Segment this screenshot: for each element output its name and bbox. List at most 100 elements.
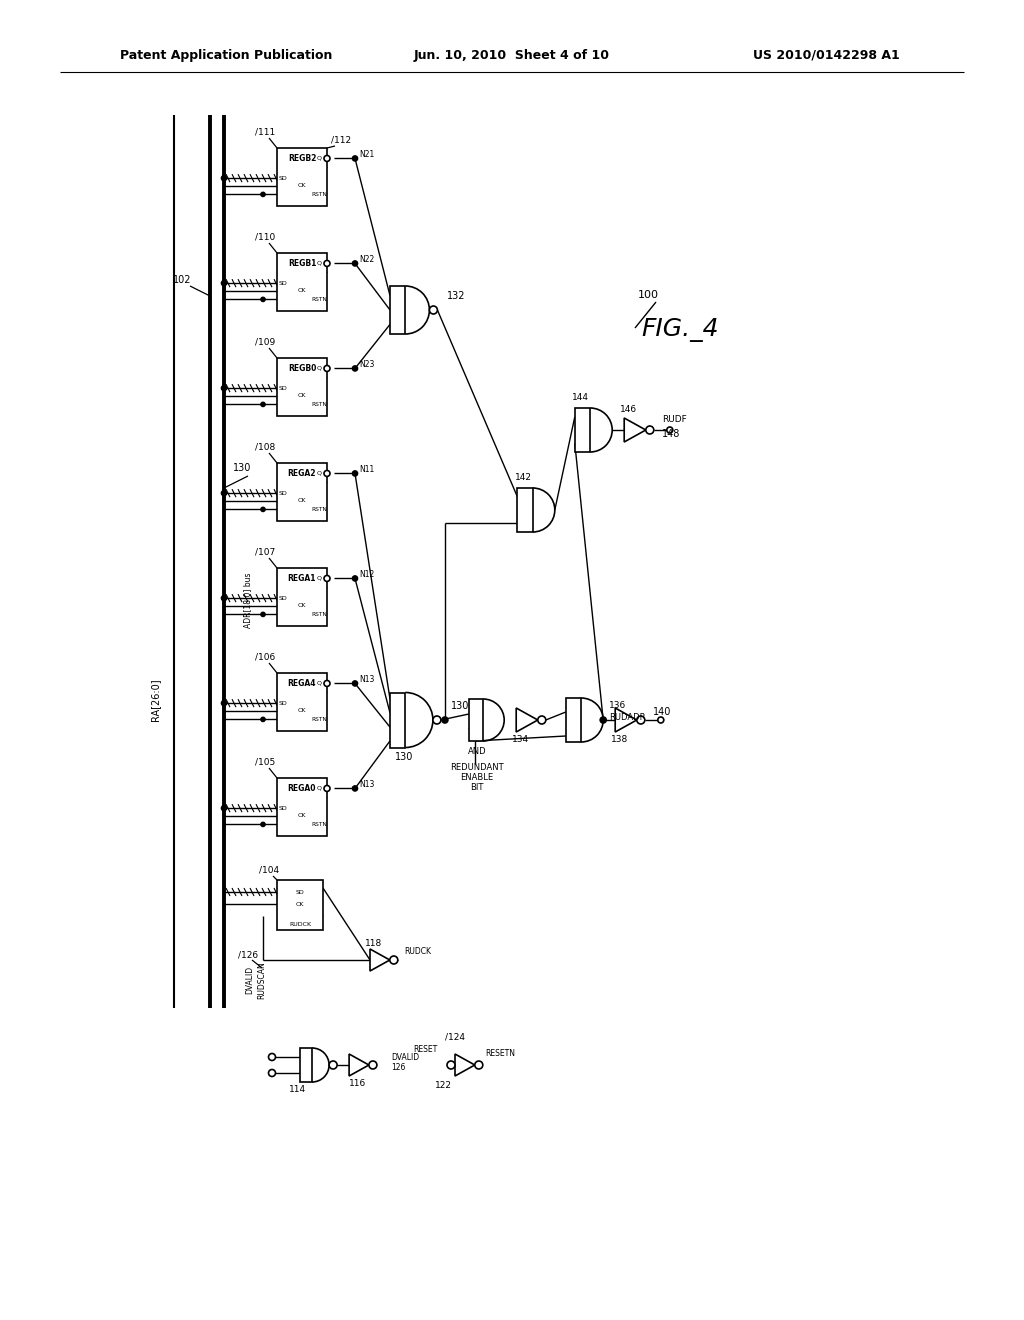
Text: /107: /107 — [255, 548, 275, 557]
Text: 146: 146 — [620, 405, 637, 414]
Circle shape — [261, 507, 265, 511]
Text: REGB1: REGB1 — [288, 259, 316, 268]
Circle shape — [429, 306, 437, 314]
Text: CK: CK — [298, 183, 306, 189]
Text: RUDCK: RUDCK — [404, 948, 431, 957]
Text: 130: 130 — [395, 752, 414, 762]
Text: SD: SD — [279, 281, 288, 285]
Text: Q: Q — [316, 156, 322, 161]
Text: /108: /108 — [255, 442, 275, 451]
Circle shape — [637, 715, 645, 723]
Text: 122: 122 — [434, 1081, 452, 1089]
Text: 100: 100 — [638, 290, 658, 300]
Text: /104: /104 — [259, 866, 280, 874]
Bar — [278, 463, 327, 521]
Circle shape — [221, 805, 226, 810]
Text: REGA0: REGA0 — [288, 784, 316, 793]
Bar — [278, 880, 323, 931]
Text: 126: 126 — [391, 1063, 406, 1072]
Text: REGB2: REGB2 — [288, 154, 316, 162]
Circle shape — [221, 385, 226, 391]
Text: REDUNDANT: REDUNDANT — [451, 763, 504, 771]
Text: RUDADR: RUDADR — [609, 714, 646, 722]
Circle shape — [324, 260, 330, 267]
Text: RUDF: RUDF — [662, 416, 686, 425]
Circle shape — [352, 785, 357, 791]
Circle shape — [268, 1069, 275, 1077]
Circle shape — [352, 261, 357, 265]
Text: REGB0: REGB0 — [288, 364, 316, 374]
Circle shape — [261, 612, 265, 616]
Text: 114: 114 — [290, 1085, 306, 1094]
Text: RSTN: RSTN — [311, 612, 327, 616]
Bar — [390, 693, 406, 748]
Text: 102: 102 — [173, 275, 191, 285]
Circle shape — [657, 717, 664, 723]
Text: Q: Q — [316, 785, 322, 791]
Text: 134: 134 — [512, 735, 528, 744]
Circle shape — [221, 491, 226, 496]
Text: Q: Q — [316, 471, 322, 477]
Bar — [278, 673, 327, 731]
Text: N22: N22 — [359, 255, 374, 264]
Text: 132: 132 — [447, 290, 466, 301]
Circle shape — [261, 717, 265, 722]
Text: CK: CK — [298, 603, 306, 609]
Circle shape — [442, 717, 447, 723]
Bar — [517, 488, 532, 532]
Circle shape — [352, 471, 357, 477]
Text: 148: 148 — [662, 429, 680, 440]
Text: FIG._4: FIG._4 — [641, 318, 719, 342]
Circle shape — [324, 785, 330, 792]
Text: N13: N13 — [359, 780, 375, 789]
Circle shape — [261, 822, 265, 826]
Circle shape — [667, 426, 673, 433]
Polygon shape — [625, 418, 646, 442]
Polygon shape — [455, 1053, 475, 1076]
Circle shape — [369, 1061, 377, 1069]
Circle shape — [324, 156, 330, 161]
Text: 138: 138 — [610, 735, 628, 744]
Bar — [278, 358, 327, 416]
Circle shape — [447, 1061, 455, 1069]
Circle shape — [268, 1053, 275, 1060]
Circle shape — [352, 681, 357, 686]
Text: 130: 130 — [451, 701, 469, 711]
Bar — [566, 698, 582, 742]
Text: 136: 136 — [609, 701, 627, 710]
Circle shape — [475, 1061, 482, 1069]
Text: RUDSCAN: RUDSCAN — [257, 961, 266, 999]
Circle shape — [324, 470, 330, 477]
Text: ENABLE: ENABLE — [461, 772, 494, 781]
Text: RESETN: RESETN — [485, 1048, 515, 1057]
Text: REGA1: REGA1 — [288, 574, 316, 583]
Text: RSTN: RSTN — [311, 717, 327, 722]
Polygon shape — [615, 708, 637, 733]
Text: CK: CK — [298, 393, 306, 399]
Circle shape — [221, 701, 226, 706]
Text: Q: Q — [316, 366, 322, 371]
Text: SD: SD — [279, 595, 288, 601]
Text: N12: N12 — [359, 570, 374, 579]
Circle shape — [433, 715, 441, 723]
Text: Q: Q — [316, 681, 322, 686]
Text: Patent Application Publication: Patent Application Publication — [120, 49, 333, 62]
Circle shape — [324, 576, 330, 581]
Text: 144: 144 — [572, 393, 589, 403]
Bar — [278, 148, 327, 206]
Circle shape — [352, 366, 357, 371]
Circle shape — [324, 680, 330, 686]
Text: 142: 142 — [515, 474, 531, 483]
Bar — [469, 700, 483, 741]
Text: CK: CK — [298, 288, 306, 293]
Bar — [574, 408, 590, 451]
Text: REGA4: REGA4 — [288, 678, 316, 688]
Text: /105: /105 — [255, 758, 275, 767]
Circle shape — [646, 426, 653, 434]
Bar — [300, 1048, 312, 1082]
Text: 118: 118 — [366, 940, 383, 949]
Text: N13: N13 — [359, 675, 375, 684]
Text: /109: /109 — [255, 338, 275, 346]
Polygon shape — [370, 949, 390, 972]
Text: RSTN: RSTN — [311, 401, 327, 407]
